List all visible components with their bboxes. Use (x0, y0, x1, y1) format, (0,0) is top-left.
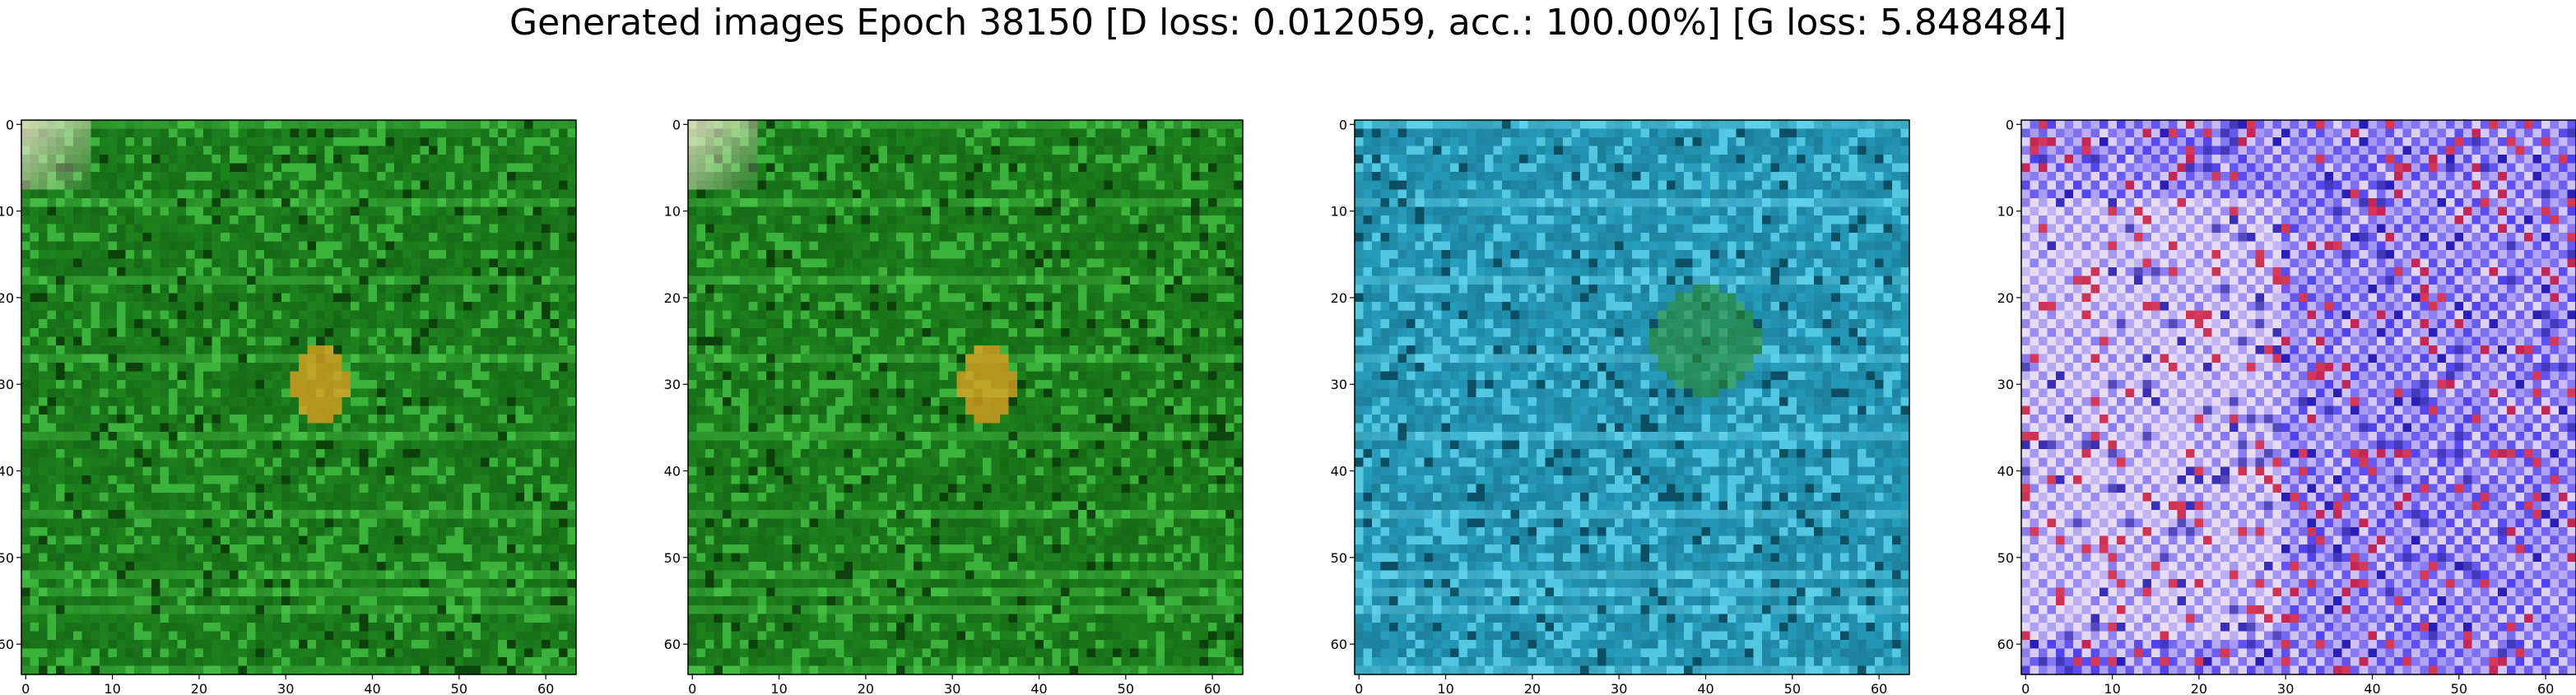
x-tick-label: 60 (2537, 681, 2554, 695)
y-tick-label: 10 (0, 204, 14, 220)
x-tick-label: 20 (858, 681, 874, 695)
x-tick-label: 10 (1437, 681, 1453, 695)
x-tick-label: 30 (277, 681, 294, 695)
generated-image-1 (21, 120, 576, 674)
x-tick-label: 40 (1030, 681, 1047, 695)
image-panel-3: 0 10 20 30 40 50 60 0 10 20 30 40 50 60 (1331, 117, 1910, 695)
y-tick-label: 0 (672, 117, 681, 132)
generated-image-2 (688, 120, 1243, 674)
image-panel-2: 0 10 20 30 40 50 60 0 10 20 30 40 50 60 (664, 117, 1244, 695)
x-tick-label: 50 (1118, 681, 1134, 695)
y-tick-label: 50 (1331, 550, 1347, 566)
x-tick-label: 10 (104, 681, 120, 695)
y-tick-label: 20 (0, 290, 14, 306)
x-tick-label: 0 (2021, 681, 2030, 695)
generated-image-3 (1355, 120, 1909, 674)
x-tick-label: 50 (1784, 681, 1801, 695)
x-tick-label: 10 (770, 681, 787, 695)
y-tick-label: 40 (664, 464, 681, 480)
y-tick-label: 60 (0, 637, 14, 652)
generated-image-4 (2021, 120, 2576, 674)
y-tick-label: 30 (664, 377, 681, 392)
y-tick-label: 50 (1997, 550, 2014, 566)
y-tick-label: 40 (0, 464, 14, 480)
y-tick-label: 20 (1331, 290, 1347, 306)
x-tick-label: 0 (688, 681, 696, 695)
x-tick-label: 40 (2364, 681, 2380, 695)
y-tick-label: 50 (0, 550, 14, 566)
x-tick-label: 30 (1611, 681, 1627, 695)
x-tick-label: 60 (1204, 681, 1221, 695)
x-tick-label: 60 (537, 681, 554, 695)
y-tick-label: 0 (6, 117, 14, 132)
y-tick-label: 0 (1339, 117, 1347, 132)
y-tick-label: 30 (0, 377, 14, 392)
figure-title: Generated images Epoch 38150 [D loss: 0.… (509, 2, 2067, 44)
x-tick-label: 50 (2451, 681, 2467, 695)
x-tick-label: 50 (451, 681, 467, 695)
y-tick-label: 30 (1331, 377, 1347, 392)
x-tick-label: 20 (191, 681, 207, 695)
axes-frame (687, 119, 1244, 675)
y-tick-label: 40 (1331, 464, 1347, 480)
x-tick-label: 30 (944, 681, 960, 695)
y-tick-label: 10 (664, 204, 681, 220)
x-tick-label: 0 (1355, 681, 1363, 695)
x-tick-label: 40 (364, 681, 380, 695)
x-tick-label: 30 (2277, 681, 2294, 695)
image-panel-1: 0 10 20 30 40 50 60 0 10 20 30 40 50 60 (0, 117, 577, 695)
x-tick-label: 40 (1697, 681, 1713, 695)
axes-frame (1354, 119, 1910, 675)
y-tick-label: 40 (1997, 464, 2014, 480)
image-panel-4: 0 10 20 30 40 50 60 0 10 20 30 40 50 60 (1997, 117, 2576, 695)
y-tick-label: 20 (1997, 290, 2014, 306)
y-tick-label: 60 (1331, 637, 1347, 652)
y-tick-label: 50 (664, 550, 681, 566)
x-tick-label: 20 (2191, 681, 2207, 695)
x-tick-label: 0 (21, 681, 30, 695)
y-tick-label: 20 (664, 290, 681, 306)
y-tick-label: 10 (1997, 204, 2014, 220)
y-tick-label: 60 (664, 637, 681, 652)
y-tick-label: 30 (1997, 377, 2014, 392)
y-tick-label: 0 (2006, 117, 2014, 132)
axes-frame (21, 119, 577, 675)
x-tick-label: 10 (2104, 681, 2120, 695)
axes-frame (2020, 119, 2576, 675)
x-tick-label: 60 (1871, 681, 1887, 695)
y-tick-label: 60 (1997, 637, 2014, 652)
y-tick-label: 10 (1331, 204, 1347, 220)
x-tick-label: 20 (1524, 681, 1541, 695)
